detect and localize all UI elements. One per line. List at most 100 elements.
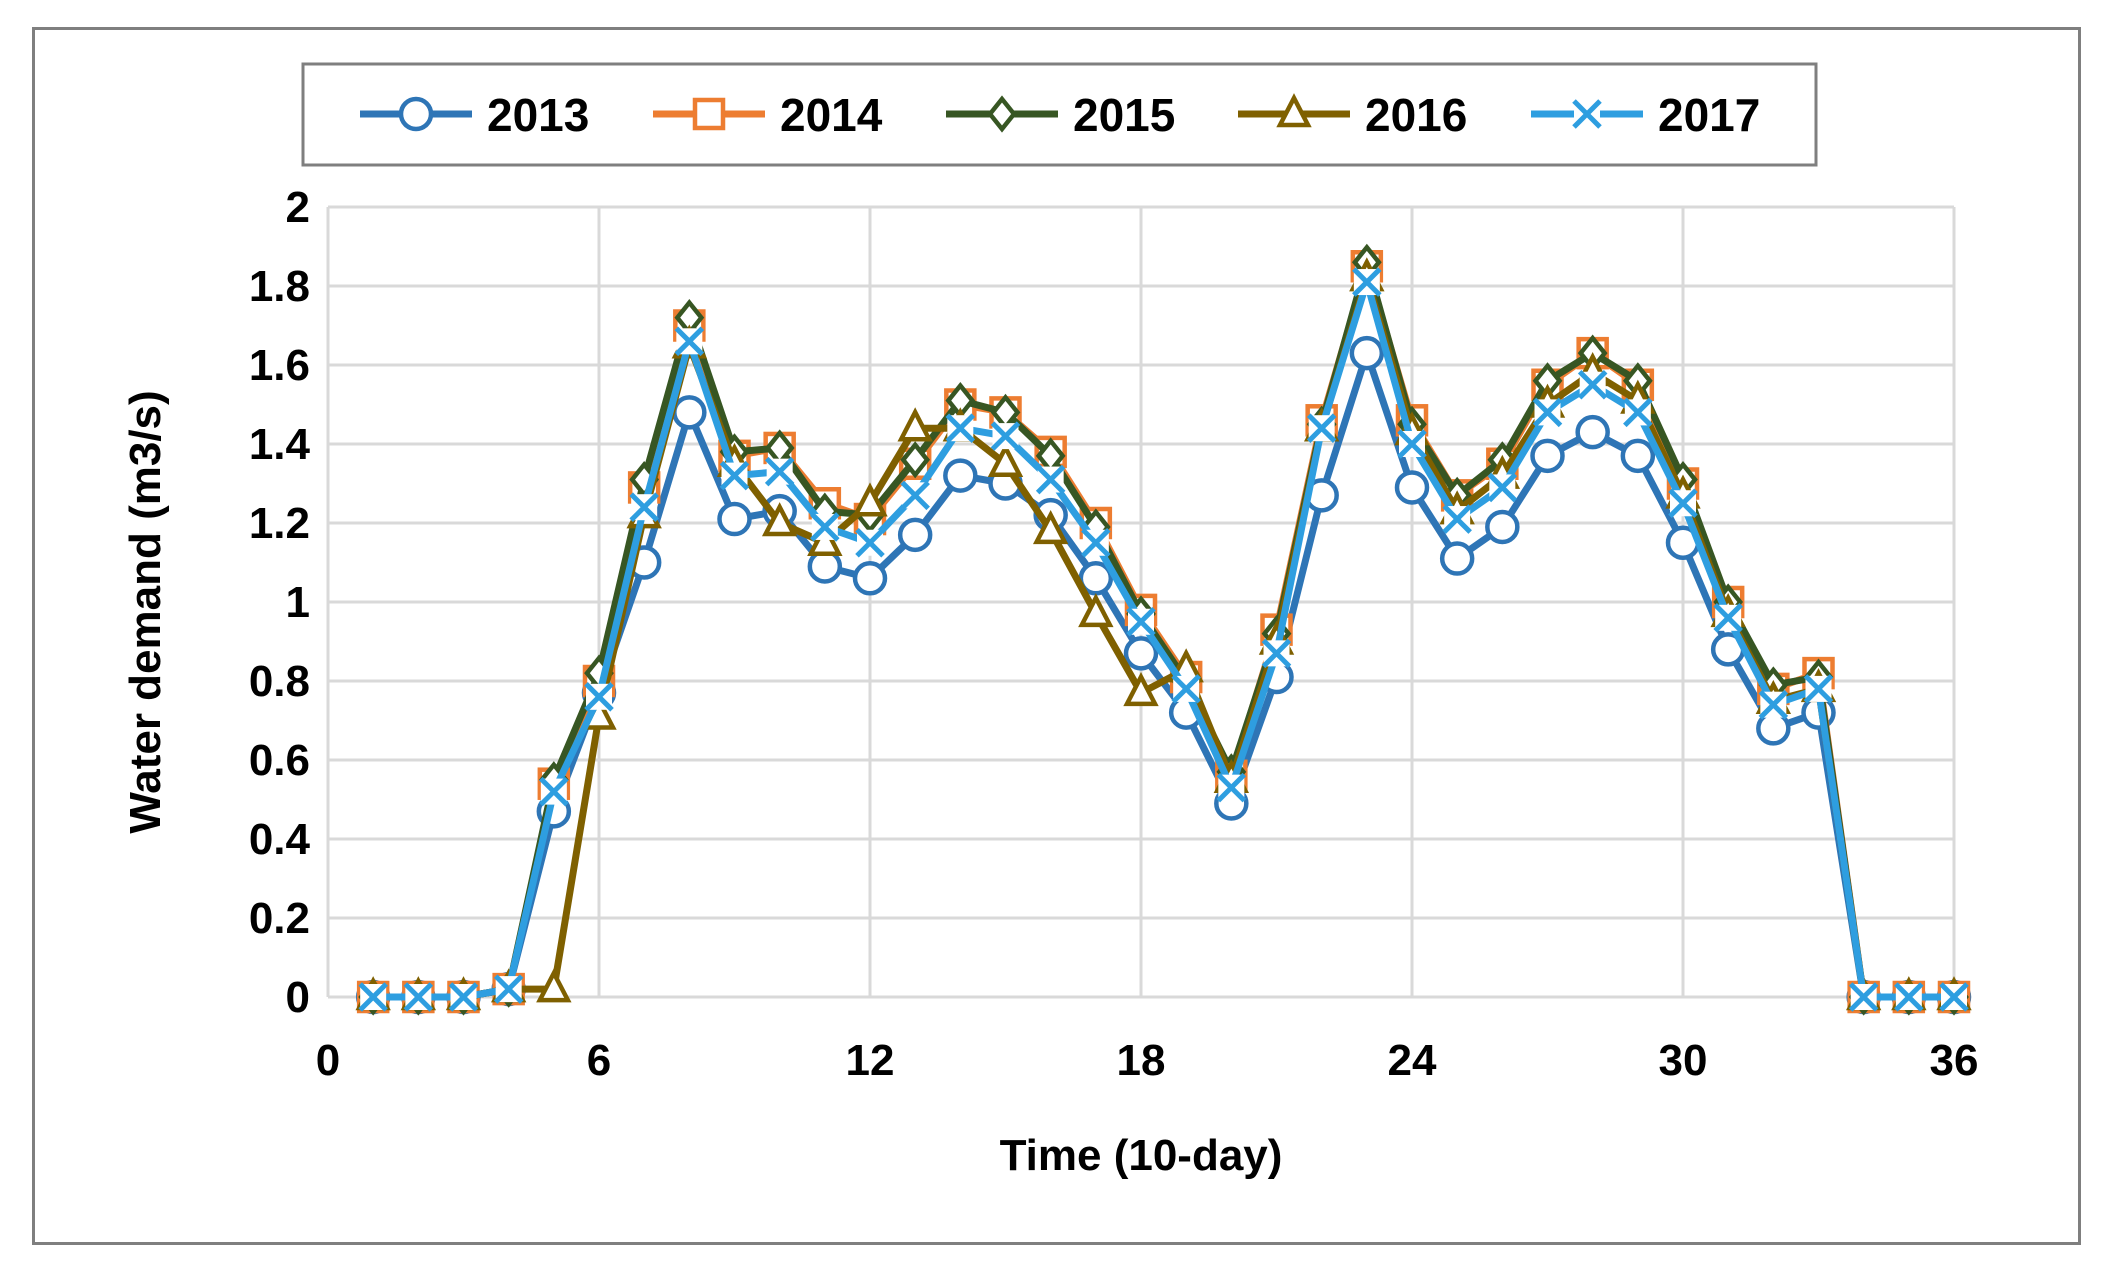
legend-label: 2016 [1365,89,1467,141]
data-point-2017 [990,421,1021,451]
data-point-2016 [987,442,1024,477]
data-point-2013 [1575,414,1610,450]
data-point-2017 [1081,527,1111,558]
x-tick-label: 18 [1117,1036,1166,1085]
x-marker-stroke [674,326,705,357]
x-marker-stroke [1442,504,1472,534]
data-point-2013 [897,517,933,553]
x-marker-stroke [1397,429,1427,459]
data-point-2016 [852,482,888,517]
x-marker-stroke [1758,689,1789,720]
data-point-2017 [584,682,614,712]
data-point-2017 [945,413,976,443]
x-marker-stroke [764,456,795,487]
x-tick-label: 36 [1930,1036,1979,1085]
data-point-2013 [672,395,707,430]
y-tick-label: 1.8 [249,262,310,311]
data-point-2017 [1261,638,1292,669]
x-marker-stroke [1171,674,1201,704]
x-marker-stroke [1848,982,1879,1012]
x-marker-stroke [945,413,976,443]
data-point-2017 [1126,606,1156,637]
legend: 2013 2014 2015 2016 2017 [301,62,1818,167]
legend-label: 2013 [487,89,589,141]
data-point-2017 [855,527,885,558]
x-tick-label: 12 [846,1036,895,1085]
data-point-2017 [1623,397,1653,428]
legend-marker [398,96,434,132]
data-point-2017 [764,456,795,487]
data-point-2017 [1442,504,1472,534]
y-tick-label: 1.6 [249,341,310,390]
data-point-2017 [1306,413,1337,443]
legend-item-2013: 2013 [360,89,589,141]
legend-item-2017: 2017 [1531,89,1760,141]
data-point-2013 [1123,636,1159,671]
data-point-2017 [900,480,930,511]
x-tick-label: 6 [587,1036,611,1085]
data-point-2017 [1939,982,1969,1012]
data-point-2016 [897,407,933,442]
data-point-2013 [717,501,752,537]
data-point-2017 [629,492,659,522]
data-point-2016 [1032,510,1069,545]
x-marker-stroke [448,982,479,1012]
data-point-2017 [1487,472,1518,503]
data-point-2015 [900,441,931,479]
x-marker-stroke [1216,772,1247,803]
x-marker-stroke [1577,369,1608,400]
data-point-2017 [1758,689,1789,720]
x-marker-stroke [1668,488,1698,519]
data-point-2013 [1530,438,1565,474]
data-point-2017 [674,326,705,357]
x-axis-ticks: 0 6 12 18 24 30 36 [316,1036,1979,1085]
x-marker-stroke [855,527,885,558]
x-marker-stroke [1623,397,1653,428]
x-marker-stroke [584,682,614,712]
legend-marker [1572,99,1602,129]
y-tick-label: 0 [286,973,310,1022]
x-marker-stroke [1487,472,1518,503]
y-axis-title: Water demand (m3/s) [121,390,170,833]
x-marker-stroke [1894,982,1924,1012]
legend-marker [692,97,726,131]
data-point-2017 [1532,397,1563,428]
x-marker-stroke [1572,99,1602,129]
data-point-2017 [1577,369,1608,400]
y-tick-label: 0.4 [249,815,311,864]
x-marker-stroke [1081,527,1111,558]
x-marker-stroke [810,512,840,542]
x-marker-stroke [1352,267,1382,297]
data-point-2016 [761,502,798,537]
data-point-2017 [1171,674,1201,704]
y-tick-label: 2 [286,183,310,232]
data-point-2017 [358,982,388,1012]
x-marker-stroke [629,492,659,522]
x-marker-stroke [1261,638,1292,669]
x-tick-label: 30 [1659,1036,1708,1085]
y-tick-label: 1 [286,578,310,627]
x-tick-label: 0 [316,1036,340,1085]
data-point-2013 [1439,541,1475,576]
y-tick-label: 1.2 [249,499,310,548]
data-point-2017 [1035,464,1066,495]
x-marker-stroke [1532,397,1563,428]
data-point-2013 [852,561,888,596]
legend-item-2016: 2016 [1238,89,1467,141]
legend-label: 2015 [1073,89,1175,141]
data-point-2017 [1397,429,1427,459]
legend-label: 2014 [780,89,883,141]
data-point-2017 [1894,982,1924,1012]
data-point-2017 [539,776,569,807]
legend-marker [987,95,1017,133]
data-point-2017 [719,460,750,491]
x-marker-stroke [493,974,524,1004]
data-point-2013 [1485,509,1520,545]
y-tick-label: 0.8 [249,657,310,706]
x-marker-stroke [403,982,434,1012]
data-point-2017 [493,974,524,1004]
x-marker-stroke [1713,603,1743,633]
x-marker-stroke [990,421,1021,451]
y-axis-ticks: 0 0.2 0.4 0.6 0.8 1 1.2 1.4 1.6 1.8 2 [249,183,311,1022]
data-point-2013 [1349,335,1385,371]
